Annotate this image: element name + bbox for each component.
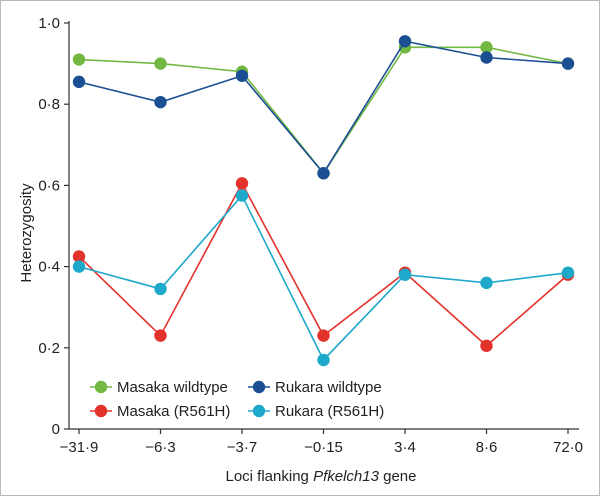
legend-item-rukara-r561h: Rukara (R561H) [248,403,384,420]
axes [68,21,579,430]
data-point-rukara-wildtype [72,75,86,89]
x-tick-label: 3·4 [394,439,416,456]
legend-label: Masaka wildtype [117,379,228,396]
x-axis-label-prefix: Loci flanking [226,468,314,485]
x-tick-label: 8·6 [476,439,498,456]
data-point-rukara-r561h [154,282,167,296]
series-rukara-wildtype [72,35,575,180]
data-point-rukara-wildtype [398,35,412,48]
legend-label: Rukara wildtype [275,379,382,396]
data-point-rukara-wildtype [561,57,575,70]
x-tick-label: −31·9 [60,439,99,456]
series-line-masaka-wildtype [78,46,569,175]
series-rukara-r561h [72,189,575,367]
data-point-masaka-r561h [154,329,167,342]
legend-label: Masaka (R561H) [117,403,230,420]
data-point-rukara-r561h [480,276,493,290]
legend-item-masaka-r561h: Masaka (R561H) [90,403,230,420]
x-tick-label: 72·0 [553,439,583,456]
x-tick-label: −6·3 [145,439,175,456]
data-point-masaka-wildtype [480,41,493,54]
data-point-masaka-r561h [480,339,493,352]
series-line-masaka-r561h [78,181,569,347]
y-axis-label: Heterozygosity [18,183,35,283]
data-point-rukara-wildtype [317,167,330,180]
data-point-rukara-r561h [398,268,412,281]
y-tick-label: 0·2 [38,340,60,357]
data-point-masaka-wildtype [72,53,86,66]
data-point-rukara-r561h [561,266,575,279]
y-tick-label: 0·4 [38,259,60,276]
data-point-rukara-r561h [317,353,330,367]
x-axis-label: Loci flanking Pfkelch13 gene [226,468,417,485]
data-point-rukara-wildtype [154,95,167,109]
legend-item-masaka-wildtype: Masaka wildtype [90,379,228,396]
data-point-masaka-wildtype [154,57,167,70]
x-tick-label: −0·15 [304,439,343,456]
series-masaka-r561h [72,177,575,352]
data-point-rukara-wildtype [480,51,493,64]
y-tick-label: 0 [52,421,60,438]
legend-item-rukara-wildtype: Rukara wildtype [248,379,382,396]
series-layer [72,35,575,367]
y-tick-label: 0·6 [38,177,60,194]
legend-swatch-marker [94,380,108,394]
y-ticks: 0 0·2 0·4 0·6 0·8 1·0 [38,15,69,438]
data-point-rukara-wildtype [235,69,249,82]
legend-label: Rukara (R561H) [275,403,384,420]
y-tick-label: 0·8 [38,96,60,113]
x-ticks: −31·9 −6·3 −3·7 −0·15 3·4 8·6 72·0 [60,429,583,456]
series-masaka-wildtype [72,41,575,180]
y-tick-label: 1·0 [38,15,60,32]
x-tick-label: −3·7 [227,439,257,456]
data-point-rukara-r561h [235,189,249,202]
legend-swatch-marker [252,404,266,418]
data-point-masaka-r561h [317,329,330,342]
x-axis-label-gene: Pfkelch13 [313,468,380,485]
data-point-masaka-r561h [235,177,249,190]
legend: Masaka wildtype Rukara wildtype Masaka (R5… [90,379,384,420]
legend-swatch-marker [94,404,108,418]
data-point-masaka-r561h [72,250,86,263]
data-point-rukara-r561h [72,260,86,273]
x-axis-label-suffix: gene [379,468,417,485]
series-line-rukara-wildtype [78,40,569,175]
legend-swatch-marker [252,380,266,394]
